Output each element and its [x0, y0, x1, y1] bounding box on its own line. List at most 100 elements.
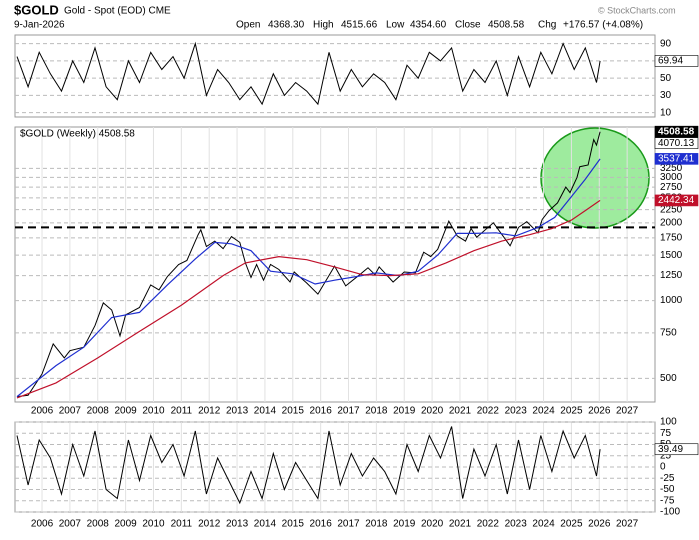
x-tick-label: 2017: [337, 519, 360, 530]
y-tick-label: 50: [660, 73, 672, 84]
value-tag-box: [654, 137, 699, 149]
copyright: © StockCharts.com: [598, 5, 676, 15]
open-label: Open: [236, 20, 260, 31]
series-line: [16, 199, 601, 399]
x-tick-label: 2016: [310, 519, 333, 530]
chg: +176.57 (+4.08%): [563, 20, 643, 31]
x-tick-label: 2012: [198, 406, 221, 417]
x-tick-label: 2014: [254, 519, 277, 530]
x-tick-label: 2013: [226, 406, 249, 417]
value-tag: 4508.58: [658, 126, 695, 137]
high: 4515.66: [341, 20, 378, 31]
series-line: [16, 41, 601, 106]
panel-label: $GOLD (Weekly) 4508.58: [20, 129, 135, 140]
x-tick-label: 2007: [59, 406, 82, 417]
x-tick-label: 2018: [365, 406, 388, 417]
x-tick-label: 2026: [588, 519, 611, 530]
y-tick-label: 2250: [660, 204, 683, 215]
y-tick-label: 75: [660, 428, 672, 439]
x-tick-label: 2021: [449, 406, 472, 417]
close-label: Close: [455, 20, 481, 31]
y-tick-label: 1250: [660, 270, 683, 281]
value-tag-box: [654, 125, 699, 138]
x-tick-label: 2020: [421, 519, 444, 530]
y-tick-label: 1000: [660, 295, 683, 306]
y-tick-label: -100: [660, 507, 680, 518]
y-tick-label: -75: [660, 495, 675, 506]
x-tick-label: 2011: [171, 406, 193, 417]
x-tick-label: 2021: [449, 519, 472, 530]
x-tick-label: 2012: [198, 519, 221, 530]
y-tick-label: 500: [660, 373, 677, 384]
y-tick-label: 10: [660, 107, 672, 118]
y-tick-label: 1750: [660, 232, 683, 243]
x-tick-label: 2011: [171, 519, 193, 530]
x-tick-label: 2017: [337, 406, 360, 417]
x-tick-label: 2019: [393, 519, 416, 530]
x-tick-label: 2020: [421, 406, 444, 417]
y-tick-label: 90: [660, 38, 672, 49]
value-tag: 2442.34: [658, 195, 695, 206]
close: 4508.58: [488, 20, 525, 31]
value-tag: 69.94: [658, 56, 683, 67]
x-tick-label: 2018: [365, 519, 388, 530]
value-tag-box: [654, 194, 699, 207]
x-tick-label: 2009: [114, 406, 137, 417]
value-tag-box: [654, 153, 699, 165]
y-tick-label: 25: [660, 450, 672, 461]
x-tick-label: 2010: [142, 519, 165, 530]
x-tick-label: 2007: [59, 519, 82, 530]
x-tick-label: 2008: [87, 519, 110, 530]
x-tick-label: 2009: [114, 519, 137, 530]
series-line: [16, 131, 601, 398]
x-tick-label: 2027: [616, 519, 639, 530]
low-label: Low: [386, 20, 405, 31]
x-tick-label: 2006: [31, 406, 54, 417]
value-tag-box: [654, 443, 699, 456]
x-tick-label: 2025: [560, 519, 583, 530]
x-tick-label: 2022: [477, 519, 500, 530]
y-tick-label: 3000: [660, 172, 683, 183]
y-tick-label: 2750: [660, 182, 683, 193]
symbol: $GOLD: [14, 2, 59, 17]
x-tick-label: 2016: [310, 406, 333, 417]
low: 4354.60: [410, 20, 447, 31]
panel-frame: [14, 34, 656, 118]
value-tag: 4070.13: [658, 138, 695, 149]
value-tag-box: [654, 55, 699, 67]
x-tick-label: 2025: [560, 406, 583, 417]
x-tick-label: 2015: [282, 406, 305, 417]
x-tick-label: 2024: [532, 406, 555, 417]
value-tag: 39.49: [658, 444, 683, 455]
x-tick-label: 2024: [532, 519, 555, 530]
y-tick-label: 2000: [660, 217, 683, 228]
chg-label: Chg: [538, 20, 556, 31]
y-tick-label: 750: [660, 328, 677, 339]
y-tick-label: 30: [660, 90, 672, 101]
y-tick-label: -25: [660, 473, 675, 484]
value-tag: 3537.41: [658, 154, 695, 165]
x-tick-label: 2008: [87, 406, 110, 417]
x-tick-label: 2015: [282, 519, 305, 530]
x-tick-label: 2006: [31, 519, 54, 530]
x-tick-label: 2013: [226, 519, 249, 530]
y-tick-label: -50: [660, 484, 675, 495]
x-tick-label: 2019: [393, 406, 416, 417]
series-line: [16, 426, 601, 505]
panel-frame: [14, 126, 656, 403]
y-tick-label: 1500: [660, 250, 683, 261]
x-tick-label: 2027: [616, 406, 639, 417]
instrument-name: Gold - Spot (EOD) CME: [64, 6, 171, 17]
x-tick-label: 2026: [588, 406, 611, 417]
series-line: [16, 158, 601, 398]
panel-frame: [14, 421, 656, 513]
y-tick-label: 0: [660, 462, 666, 473]
open: 4368.30: [268, 20, 305, 31]
x-tick-label: 2014: [254, 406, 277, 417]
high-label: High: [313, 20, 334, 31]
x-tick-label: 2023: [505, 406, 528, 417]
date: 9-Jan-2026: [14, 20, 65, 31]
x-tick-label: 2023: [505, 519, 528, 530]
y-tick-label: 100: [660, 417, 677, 428]
x-tick-label: 2010: [142, 406, 165, 417]
